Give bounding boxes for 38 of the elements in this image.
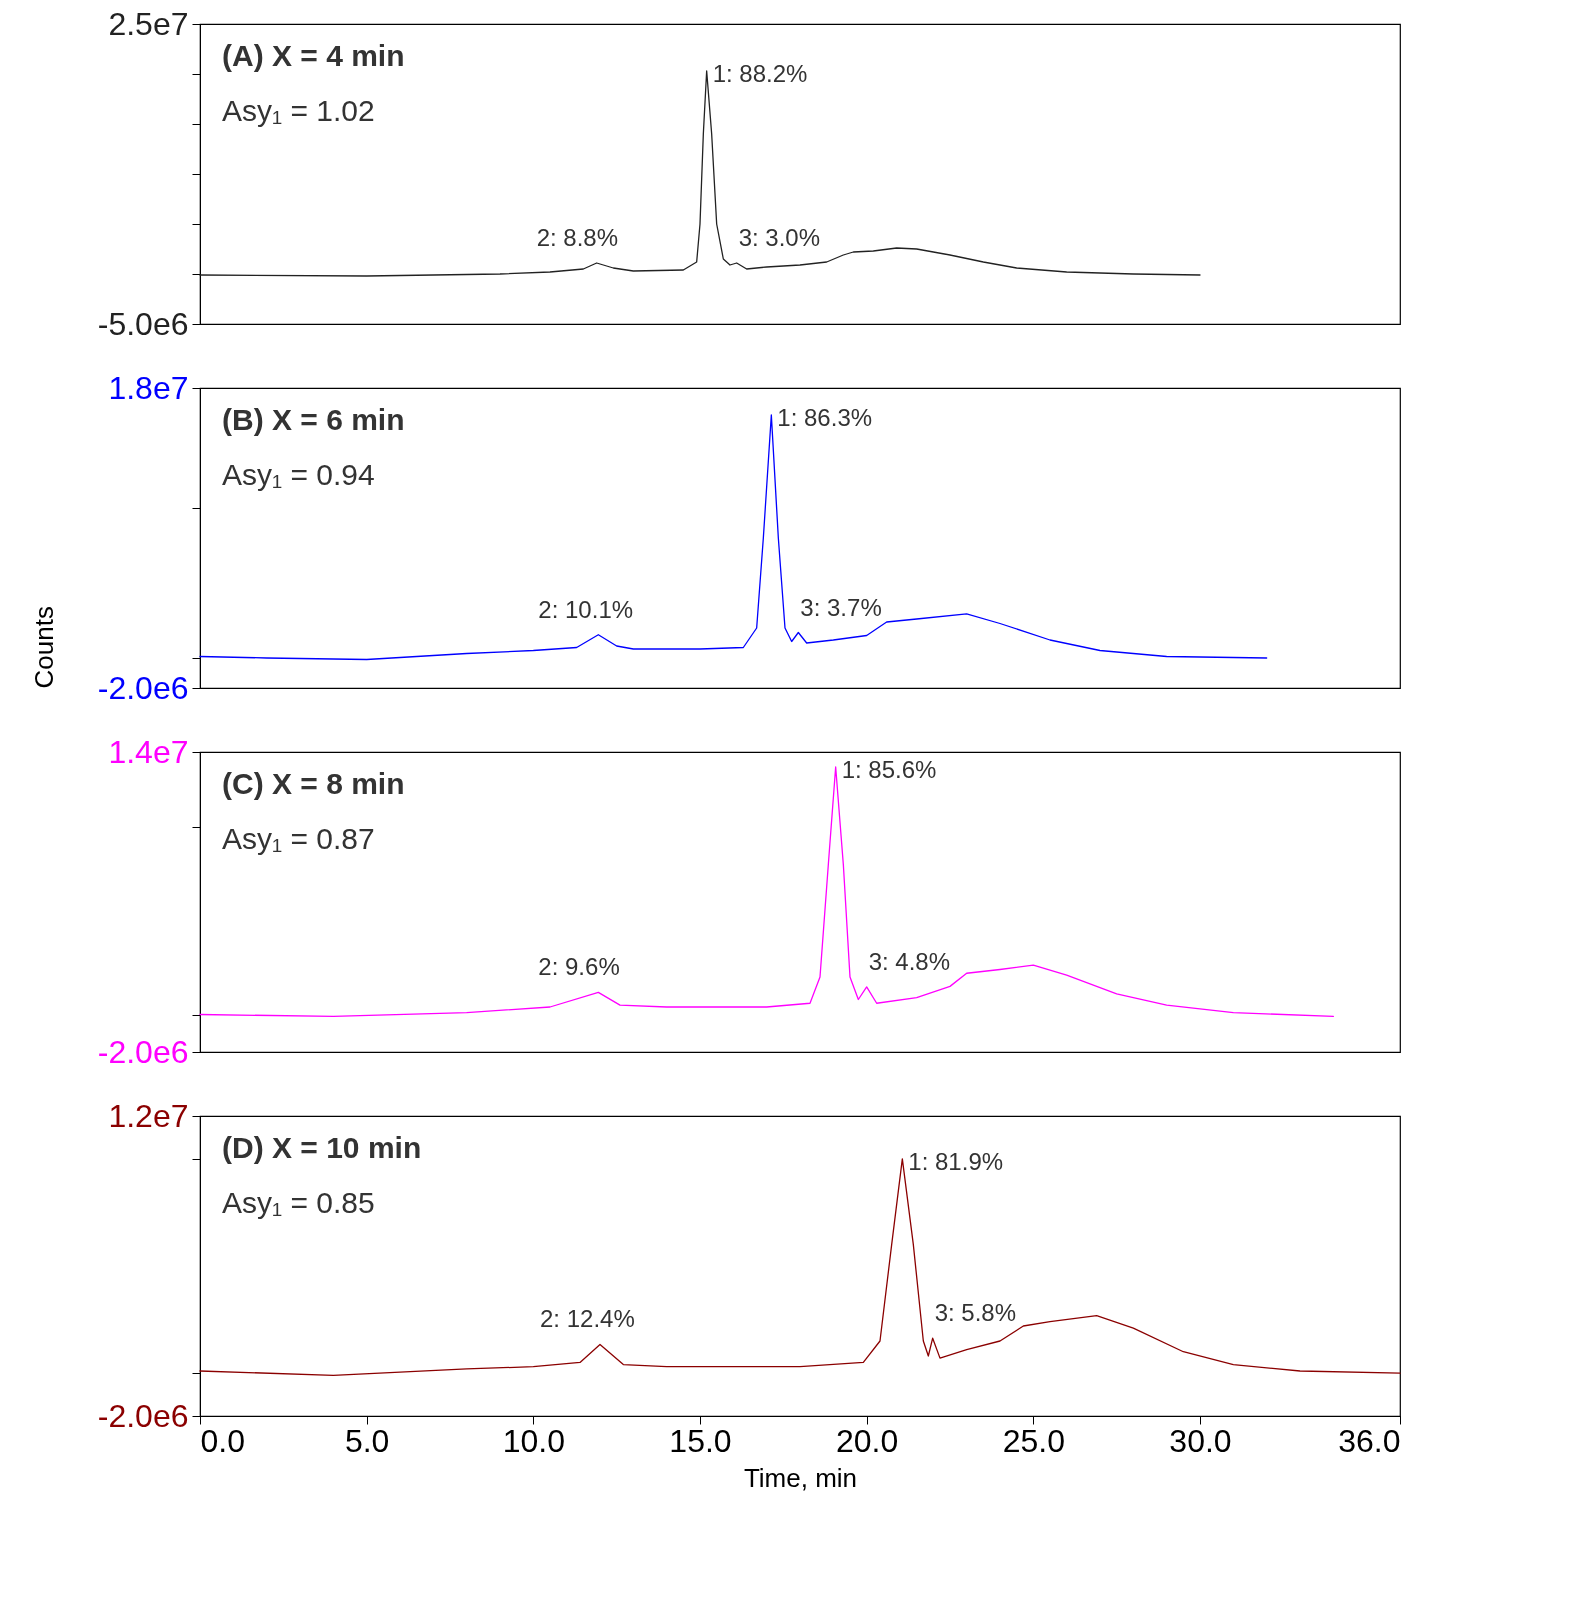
annotation: 3: 4.8% <box>868 947 951 975</box>
x-tick-label: 0.0 <box>200 1422 245 1459</box>
y-tick-label: -5.0e6 <box>97 305 189 342</box>
y-tick-label: -2.0e6 <box>97 669 189 706</box>
x-tick-label: 5.0 <box>344 1422 390 1459</box>
x-tick-label: 20.0 <box>836 1422 899 1459</box>
annotation: 3: 3.7% <box>800 593 882 621</box>
y-tick-label: -2.0e6 <box>97 1397 189 1434</box>
annotation: (A) X = 4 min <box>222 39 405 72</box>
annotation: (D) X = 10 min <box>222 1131 422 1164</box>
annotation: Asy₁ = 0.87 <box>222 822 375 855</box>
annotation: 2: 10.1% <box>538 595 634 623</box>
annotation: 1: 86.3% <box>777 404 873 431</box>
y-tick-label: 1.4e7 <box>108 733 189 770</box>
x-tick-label: 36.0 <box>1338 1422 1401 1459</box>
annotation: 2: 9.6% <box>538 953 620 981</box>
annotation: 3: 3.0% <box>738 224 821 251</box>
y-tick-label: 1.2e7 <box>108 1097 189 1134</box>
x-tick-label: 25.0 <box>1002 1422 1065 1459</box>
annotation: 2: 8.8% <box>536 224 619 251</box>
annotation: Asy₁ = 0.94 <box>222 458 375 491</box>
annotation: 1: 85.6% <box>841 756 937 783</box>
annotation: 1: 81.9% <box>908 1147 1004 1175</box>
x-axis-title: Time, min <box>743 1462 858 1493</box>
annotation: (C) X = 8 min <box>222 767 405 800</box>
y-axis-title: Counts <box>28 606 59 689</box>
annotation: 2: 12.4% <box>540 1305 635 1333</box>
y-tick-label: -2.0e6 <box>97 1033 189 1070</box>
annotation: (B) X = 6 min <box>222 403 405 436</box>
x-tick-label: 10.0 <box>502 1422 565 1459</box>
annotation: Asy₁ = 1.02 <box>222 94 375 127</box>
annotation: 3: 5.8% <box>934 1299 1017 1327</box>
y-tick-label: 1.8e7 <box>108 369 189 406</box>
annotation: 1: 88.2% <box>712 60 808 87</box>
annotation: Asy₁ = 0.85 <box>222 1186 375 1219</box>
x-tick-label: 15.0 <box>669 1422 732 1459</box>
x-tick-label: 30.0 <box>1169 1422 1232 1459</box>
y-tick-label: 2.5e7 <box>108 5 189 42</box>
